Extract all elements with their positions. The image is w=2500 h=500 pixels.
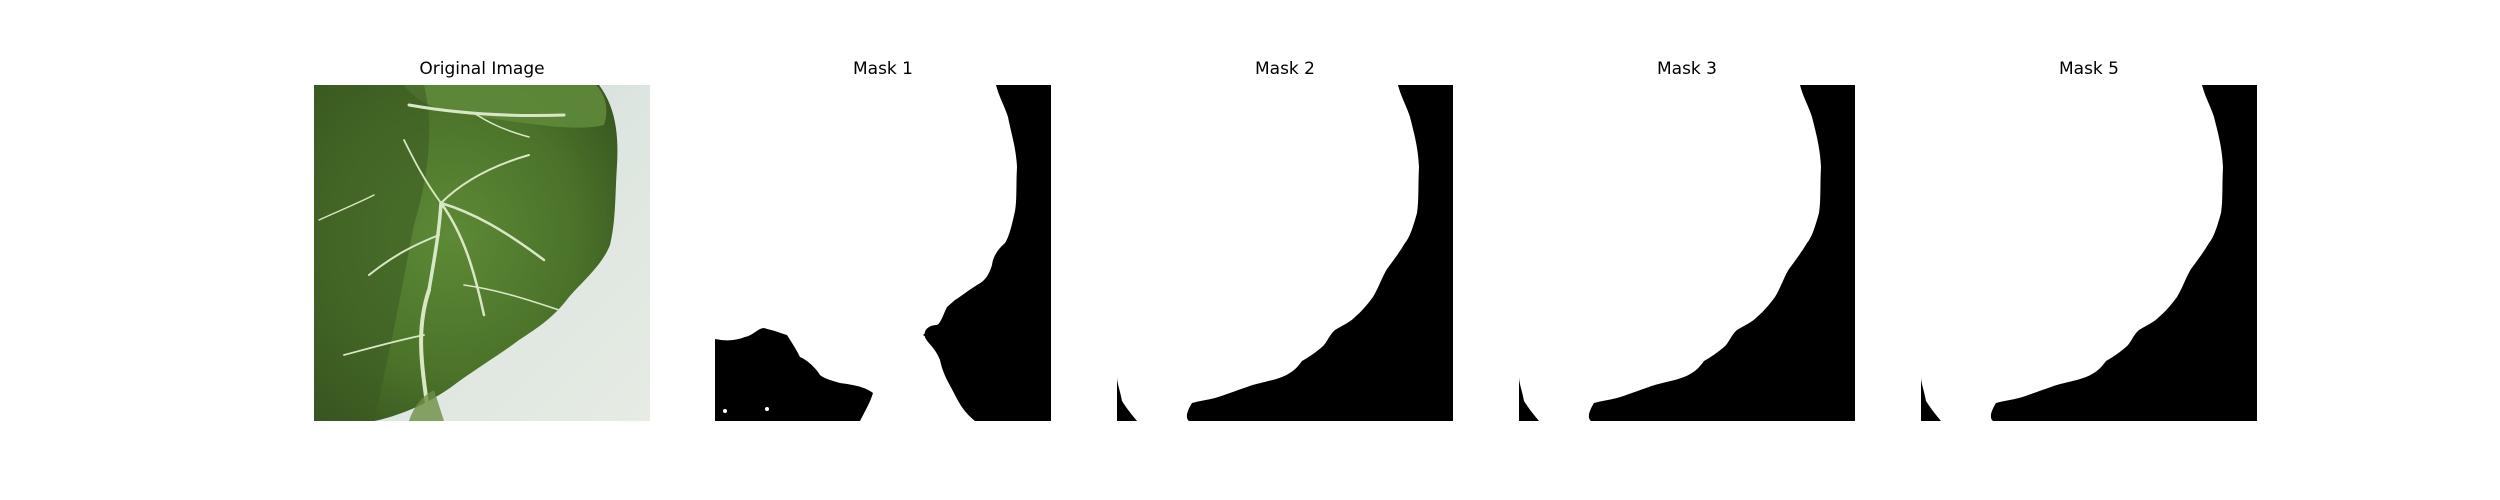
panel-title: Mask 2 [1254,59,1315,79]
panel-title: Mask 5 [2058,59,2119,79]
panel-mask-3: Mask 3 [1519,0,1855,500]
mask-3-image [1519,85,1855,421]
mask-5-image [1921,85,2257,421]
panel-mask-2: Mask 2 [1117,0,1453,500]
panel-title: Mask 1 [852,59,913,79]
mask-2-image [1117,85,1453,421]
panel-title: Original Image [419,59,545,79]
mask-1-image [715,85,1051,421]
panel-original-image: Original Image [314,0,650,500]
panel-mask-1: Mask 1 [715,0,1051,500]
panel-mask-5: Mask 5 [1921,0,2257,500]
panel-title: Mask 3 [1656,59,1717,79]
original-leaf-photo [314,85,650,421]
